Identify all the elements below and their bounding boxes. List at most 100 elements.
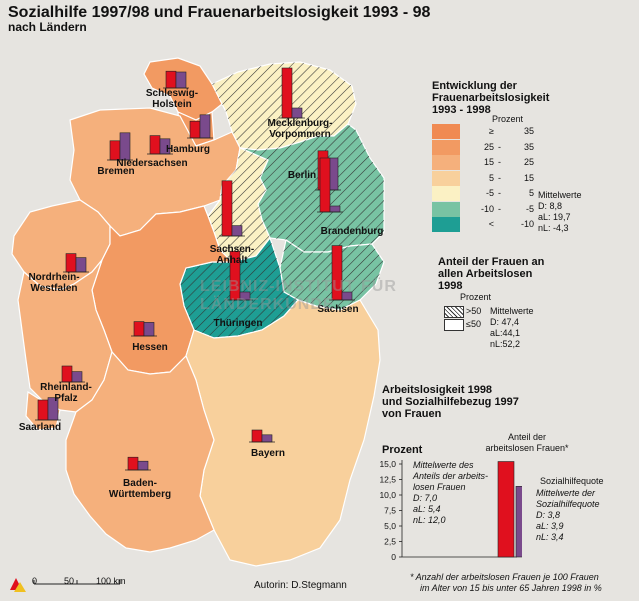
legend-class-dash: -	[498, 203, 501, 214]
legend-swatch	[432, 217, 460, 232]
legend-class-row: 25- 35	[432, 139, 592, 155]
scale-label-50: 50	[64, 576, 75, 586]
legend-class-to: 25	[523, 157, 534, 167]
chart-y-tick-label: 12,5	[379, 475, 396, 485]
state-label-thüringen: Thüringen	[213, 318, 263, 329]
legend-class-from: <	[488, 219, 494, 229]
legend-class-to: -5	[525, 203, 534, 214]
legend-class-row: ≥35	[432, 124, 592, 139]
bar-label-welfare: Sozialhilfequote	[540, 476, 604, 486]
legend-class-to: 35	[523, 126, 534, 136]
chart-bar-welfare	[515, 486, 522, 558]
legend-class-row: 5- 15	[432, 170, 592, 186]
legend-class-row: 15- 25	[432, 155, 592, 170]
state-label-brandenburg: Brandenburg	[320, 226, 384, 237]
plain-swatch	[444, 319, 464, 331]
hatched-swatch	[444, 306, 464, 318]
chart-bar-share	[497, 461, 515, 558]
state-label-mecklenburg-vorpommern: Mecklenburg- Vorpommern	[267, 118, 333, 140]
bar-chart: 0 2,5 5,0 7,5 10,0 12,5 15,0	[379, 459, 522, 562]
legend-development-unit: Prozent	[492, 114, 524, 124]
bar-welfare-brandenburg	[329, 205, 341, 213]
chart-means-welfare: Mittelwerte der Sozialhilfequote D: 3,8 …	[536, 488, 600, 542]
legend-class-dash: -	[498, 157, 501, 167]
chart-y-tick-label: 0	[391, 552, 396, 562]
legend-swatch	[432, 155, 460, 170]
bar-welfare-schleswig-holstein	[175, 71, 187, 89]
state-label-berlin: Berlin	[287, 170, 317, 181]
state-label-saarland: Saarland	[18, 422, 62, 433]
scale-bar	[10, 578, 121, 592]
legend-class-to: 5	[528, 188, 534, 198]
state-label-hessen: Hessen	[132, 342, 168, 353]
legend-class-from: -5	[485, 188, 494, 198]
bar-share-schleswig-holstein	[165, 70, 177, 89]
chart-y-tick-label: 2,5	[384, 537, 396, 547]
bar-welfare-bremen	[119, 132, 131, 161]
legend-class-dash: -	[498, 188, 501, 198]
legend-swatch	[432, 124, 460, 139]
state-label-bayern: Bayern	[251, 448, 285, 459]
legend-class-from: ≥	[489, 126, 494, 136]
legend-class-row: -10- -5	[432, 201, 592, 217]
state-baden-württemberg	[65, 350, 215, 553]
state-label-hamburg: Hamburg	[166, 144, 210, 155]
legend-class-from: 5	[488, 172, 494, 183]
legend-class-to: 15	[523, 172, 534, 183]
bar-share-hamburg	[189, 120, 201, 139]
state-bars-layer	[35, 67, 355, 471]
watermark: LEIBNIZ-INSTITUT FÜR LÄNDERKUNDE	[200, 278, 397, 313]
chart-y-tick-label: 5,0	[384, 521, 396, 531]
state-label-bremen: Bremen	[97, 166, 135, 177]
legend-class-to: -10	[520, 219, 534, 229]
legend-class-from: 25	[483, 141, 494, 152]
author-credit: Autorin: D.Stegmann	[254, 580, 347, 591]
figure-subtitle: nach Ländern	[8, 20, 87, 34]
legend-swatch	[432, 170, 460, 186]
bar-share-bayern	[251, 429, 263, 443]
chart-y-tick-label: 7,5	[384, 506, 396, 516]
scale-label-100: 100 km	[96, 576, 126, 586]
legend-class-row: < -10	[432, 217, 592, 232]
state-label-sachsen: Sachsen	[317, 304, 359, 315]
legend-share-item-over: >50	[466, 306, 482, 316]
bar-welfare-hamburg	[199, 114, 211, 139]
chart-footnote: * Anzahl der arbeitslosen Frauen je 100 …	[410, 572, 602, 593]
state-label-baden-württemberg: Baden- Württemberg	[108, 478, 172, 500]
bar-welfare-rheinland-pfalz	[71, 371, 83, 383]
bar-share-brandenburg	[319, 157, 331, 213]
state-hatch-brandenburg	[240, 124, 384, 252]
state-label-sachsen-anhalt: Sachsen- Anhalt	[209, 244, 255, 266]
legend-class-dash: -	[498, 172, 501, 183]
legend-class-to: 35	[523, 141, 534, 152]
legend-class-from: -10	[480, 203, 494, 214]
chart-means-share: Mittelwerte des Anteils der arbeits- los…	[413, 460, 489, 525]
bar-share-nordrhein-westfalen	[65, 253, 77, 273]
state-label-schleswig-holstein: Schleswig- Holstein	[145, 88, 199, 110]
state-label-nordrhein-westfalen: Nordrhein- Westfalen	[28, 272, 80, 294]
chart-y-label: Prozent	[382, 444, 423, 456]
legend-share-means: Mittelwerte D: 47,4 aL:44,1 nL:52,2	[490, 306, 534, 349]
bar-welfare-mecklenburg-vorpommern	[291, 107, 303, 119]
bar-welfare-bayern	[261, 434, 273, 443]
bar-welfare-sachsen-anhalt	[231, 225, 243, 237]
state-bayern	[185, 299, 381, 567]
bar-share-baden-württemberg	[127, 456, 139, 471]
scale-label-0: 0	[32, 576, 38, 586]
legend-share-title: Anteil der Frauen an allen Arbeitslosen …	[438, 256, 545, 292]
chart-y-tick-label: 10,0	[379, 490, 396, 500]
state-label-rheinland-pfalz: Rheinland- Pfalz	[40, 382, 92, 404]
legend-swatch	[432, 186, 460, 201]
bar-share-sachsen-anhalt	[221, 180, 233, 237]
bar-share-mecklenburg-vorpommern	[281, 67, 293, 119]
legend-class-from: 15	[483, 157, 494, 167]
legend-share-unit: Prozent	[460, 292, 492, 302]
bar-share-hessen	[133, 321, 145, 337]
bar-welfare-hessen	[143, 322, 155, 337]
bar-welfare-baden-württemberg	[137, 460, 149, 471]
legend-class-dash: -	[498, 141, 501, 152]
state-label-niedersachsen: Niedersachsen	[116, 158, 188, 169]
legend-development-title: Entwicklung der Frauenarbeitslosigkeit 1…	[432, 80, 550, 116]
